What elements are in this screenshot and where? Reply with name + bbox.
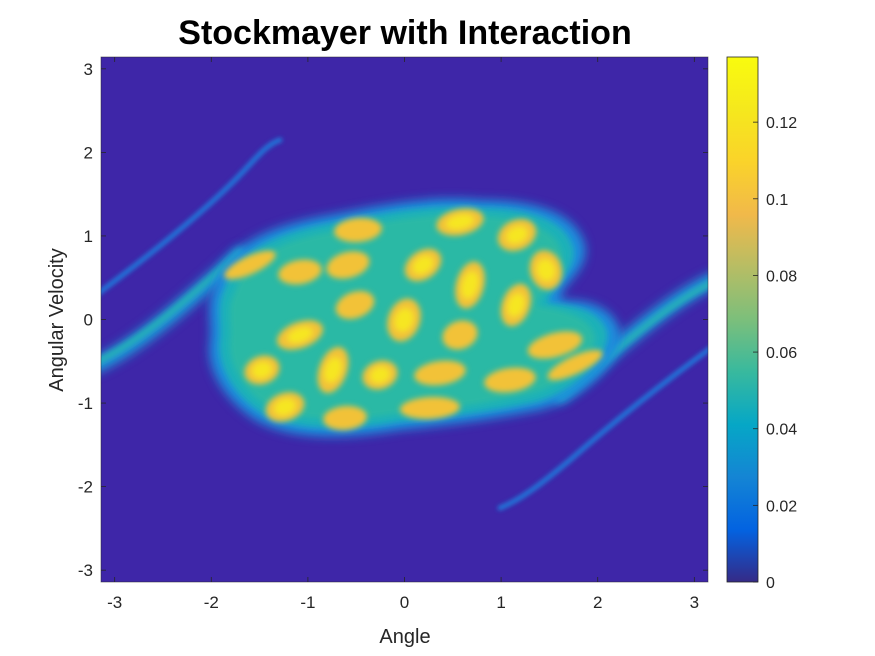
y-tick-label: 0 — [84, 311, 93, 330]
colorbar-ticks: 0 0.02 0.04 0.06 0.08 0.1 0.12 — [753, 115, 797, 592]
y-tick-label: -1 — [78, 394, 93, 413]
colorbar-tick-label: 0.12 — [766, 115, 797, 132]
x-tick-label: -2 — [204, 593, 219, 612]
x-tick-label: 2 — [593, 593, 602, 612]
heatmap-area — [101, 57, 708, 582]
y-tick-label: -2 — [78, 478, 93, 497]
colorbar-tick-label: 0 — [766, 575, 775, 592]
y-tick-label: 3 — [84, 60, 93, 79]
colorbar-gradient — [726, 56, 759, 583]
x-tick-label: 0 — [400, 593, 409, 612]
y-axis-ticks: 3 2 1 0 -1 -2 -3 — [78, 60, 708, 580]
chart-title: Stockmayer with Interaction — [178, 14, 631, 52]
colorbar-tick-label: 0.1 — [766, 192, 788, 209]
colorbar-tick-label: 0.02 — [766, 498, 797, 515]
y-tick-label: -3 — [78, 561, 93, 580]
density-peaks — [224, 208, 603, 431]
x-tick-label: -3 — [107, 593, 122, 612]
x-axis-label: Angle — [379, 626, 430, 648]
x-tick-label: 1 — [496, 593, 505, 612]
y-tick-label: 1 — [84, 227, 93, 246]
colorbar-tick-label: 0.04 — [766, 422, 797, 439]
y-axis-label: Angular Velocity — [46, 248, 68, 391]
colorbar-tick-label: 0.06 — [766, 345, 797, 362]
colorbar: 0 0.02 0.04 0.06 0.08 0.1 0.12 — [726, 56, 797, 592]
x-tick-label: -1 — [300, 593, 315, 612]
outer-streaks — [101, 137, 708, 511]
x-axis-ticks: -3 -2 -1 0 1 2 3 — [107, 57, 699, 612]
y-tick-label: 2 — [84, 143, 93, 162]
x-tick-label: 3 — [690, 593, 699, 612]
colorbar-tick-label: 0.08 — [766, 268, 797, 285]
